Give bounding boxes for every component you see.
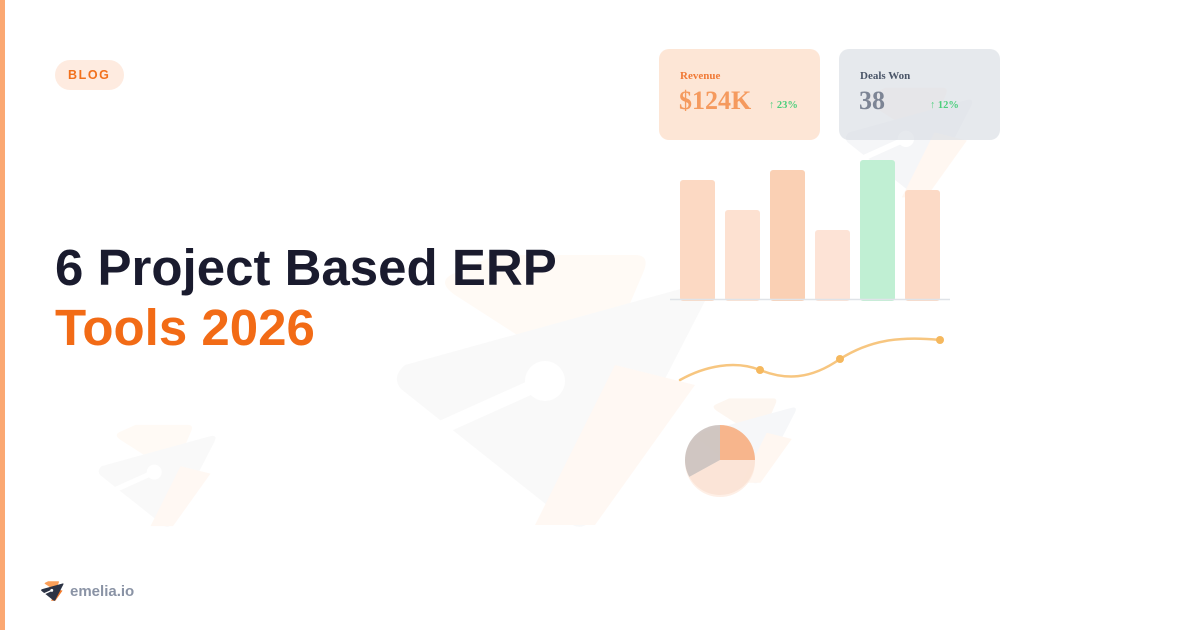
stat-delta: ↑ 12% [930, 100, 959, 111]
page-title: 6 Project Based ERP Tools 2026 [55, 238, 557, 358]
line-point [836, 355, 844, 363]
watermark-logo-pie-icon [698, 398, 796, 484]
brand-name: emelia.io [70, 582, 135, 600]
revenue-stat-card: Revenue $124K ↑ 23% [659, 49, 820, 140]
stat-label: Deals Won [860, 70, 911, 82]
watermark-logo-large-icon [396, 255, 709, 527]
left-accent-stripe [0, 0, 5, 630]
line-point [756, 366, 764, 374]
brand[interactable]: emelia.io [41, 580, 134, 602]
stat-value: $124K [679, 86, 752, 115]
bar [725, 210, 760, 301]
title-line-2: Tools 2026 [55, 299, 315, 356]
emelia-logo-icon [41, 581, 64, 601]
bar [770, 170, 805, 301]
category-badge[interactable]: BLOG [55, 60, 124, 90]
watermark-logo-small-icon [98, 424, 216, 527]
trend-line [678, 337, 942, 382]
stat-label: Revenue [680, 70, 721, 82]
stat-value: 38 [859, 86, 885, 115]
bar [815, 230, 850, 301]
stat-delta: ↑ 23% [769, 100, 798, 111]
title-line-1: 6 Project Based ERP [55, 239, 557, 296]
line-point [936, 336, 944, 344]
deals-won-stat-card: Deals Won 38 ↑ 12% [839, 49, 1000, 140]
